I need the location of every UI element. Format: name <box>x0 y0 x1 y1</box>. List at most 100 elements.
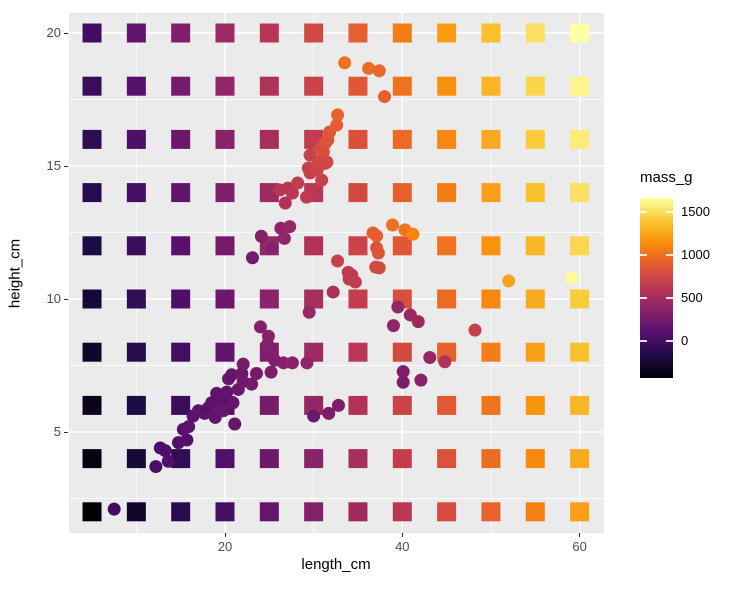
x-tick-mark <box>579 533 581 537</box>
colorbar-tick-mark <box>666 211 673 214</box>
colorbar-tick-mark <box>666 339 673 342</box>
colorbar-tick-mark <box>640 254 647 257</box>
prediction-tile <box>304 236 324 256</box>
prediction-tile <box>82 183 102 203</box>
data-point <box>371 246 385 260</box>
data-point <box>414 373 428 387</box>
data-point <box>468 323 482 337</box>
y-axis-title: height_cm <box>6 238 24 309</box>
colorbar-tick-mark <box>640 339 647 342</box>
prediction-tile <box>126 23 146 43</box>
prediction-tile <box>82 289 102 309</box>
data-point <box>331 108 345 122</box>
prediction-tile <box>348 183 368 203</box>
prediction-tile <box>570 76 590 96</box>
data-point <box>315 173 329 187</box>
prediction-tile <box>525 129 545 149</box>
prediction-tile <box>171 395 191 415</box>
prediction-tile <box>392 76 412 96</box>
colorbar-tick-label: 1500 <box>681 204 710 220</box>
data-point <box>322 406 336 420</box>
prediction-tile <box>437 502 457 522</box>
prediction-tile <box>437 183 457 203</box>
y-tick-mark <box>64 32 68 34</box>
data-point <box>180 433 194 447</box>
prediction-tile <box>525 289 545 309</box>
prediction-tile <box>525 449 545 469</box>
prediction-tile <box>82 342 102 362</box>
colorbar-tick-mark <box>640 211 647 214</box>
prediction-tile <box>481 449 501 469</box>
data-point <box>210 386 224 400</box>
prediction-tile <box>525 395 545 415</box>
prediction-tile <box>392 502 412 522</box>
colorbar-tick-label: 0 <box>681 332 689 348</box>
prediction-tile <box>126 236 146 256</box>
prediction-tile <box>126 449 146 469</box>
prediction-tile <box>215 76 235 96</box>
prediction-tile <box>570 449 590 469</box>
prediction-tile <box>525 502 545 522</box>
prediction-tile <box>570 23 590 43</box>
prediction-tile <box>259 449 279 469</box>
data-point <box>249 366 263 380</box>
data-point <box>386 218 400 232</box>
data-point <box>330 118 344 132</box>
prediction-tile <box>392 342 412 362</box>
data-point <box>348 275 362 289</box>
prediction-tile <box>215 289 235 309</box>
data-point <box>391 300 405 314</box>
data-point <box>278 196 292 210</box>
prediction-tile <box>215 449 235 469</box>
prediction-tile <box>82 236 102 256</box>
prediction-tile <box>348 76 368 96</box>
prediction-tile <box>259 502 279 522</box>
prediction-tile <box>348 289 368 309</box>
prediction-tile <box>171 129 191 149</box>
data-point <box>307 409 321 423</box>
x-tick-label: 40 <box>395 539 410 554</box>
prediction-tile <box>171 289 191 309</box>
prediction-tile <box>437 76 457 96</box>
x-tick-mark <box>401 533 403 537</box>
prediction-tile <box>481 342 501 362</box>
data-point <box>302 305 316 319</box>
data-point <box>370 229 384 243</box>
prediction-tile <box>82 129 102 149</box>
data-point <box>303 148 317 162</box>
data-point <box>502 274 516 288</box>
data-point <box>386 319 400 333</box>
prediction-tile <box>348 449 368 469</box>
plot-canvas <box>69 13 604 533</box>
prediction-tile <box>481 502 501 522</box>
prediction-tile <box>437 23 457 43</box>
data-point <box>362 61 376 75</box>
data-point <box>265 241 279 255</box>
prediction-tile <box>82 395 102 415</box>
data-point <box>226 396 240 410</box>
data-point <box>423 351 437 365</box>
prediction-tile <box>392 449 412 469</box>
prediction-tile <box>525 183 545 203</box>
prediction-tile <box>392 183 412 203</box>
y-tick-label: 10 <box>46 291 61 306</box>
prediction-tile <box>215 23 235 43</box>
prediction-tile <box>437 236 457 256</box>
data-point <box>220 385 234 399</box>
prediction-tile <box>215 342 235 362</box>
prediction-tile <box>392 395 412 415</box>
data-point <box>396 375 410 389</box>
prediction-tile <box>171 76 191 96</box>
prediction-tile <box>304 23 324 43</box>
prediction-tile <box>171 342 191 362</box>
plot-panel <box>69 13 604 533</box>
x-axis-title: length_cm <box>301 556 371 573</box>
prediction-tile <box>392 129 412 149</box>
prediction-tile <box>437 449 457 469</box>
prediction-tile <box>570 183 590 203</box>
prediction-tile <box>126 395 146 415</box>
prediction-tile <box>82 502 102 522</box>
prediction-tile <box>126 183 146 203</box>
data-point <box>225 368 239 382</box>
legend-title: mass_g <box>640 169 693 186</box>
